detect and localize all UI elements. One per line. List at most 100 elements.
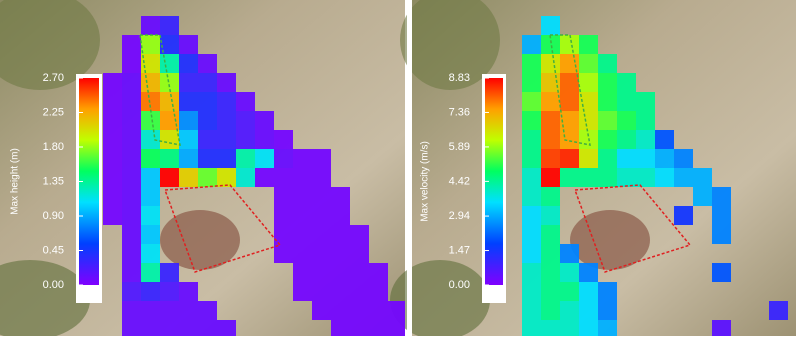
heatmap-cell xyxy=(541,225,560,244)
heatmap-cell xyxy=(312,263,331,282)
heatmap-cell xyxy=(198,301,217,320)
heatmap-cell xyxy=(198,73,217,92)
heatmap-cell xyxy=(293,187,312,206)
heatmap-cell xyxy=(388,301,407,320)
heatmap-cell xyxy=(579,35,598,54)
heatmap-cell xyxy=(598,282,617,301)
heatmap-cell xyxy=(560,73,579,92)
heatmap-cell xyxy=(617,111,636,130)
heatmap-cell xyxy=(103,111,122,130)
heatmap-cell xyxy=(579,73,598,92)
heatmap-cell xyxy=(122,92,141,111)
heatmap-cell xyxy=(579,168,598,187)
heatmap-cell xyxy=(141,168,160,187)
heatmap-cell xyxy=(141,16,160,35)
heatmap-cell xyxy=(141,187,160,206)
heatmap-cell xyxy=(598,149,617,168)
heatmap-cell xyxy=(579,282,598,301)
heatmap-cell xyxy=(179,111,198,130)
heatmap-cell xyxy=(312,187,331,206)
colorbar-tick-label: 0.45 xyxy=(43,244,64,256)
heatmap-cell xyxy=(541,282,560,301)
heatmap-cell xyxy=(617,130,636,149)
heatmap-cell xyxy=(388,320,407,336)
colorbar-title: Max velocity (m/s) xyxy=(420,141,431,222)
heatmap-cell xyxy=(560,320,579,336)
heatmap-cell xyxy=(579,301,598,320)
heatmap-cell xyxy=(522,54,541,73)
heatmap-cell xyxy=(350,320,369,336)
heatmap-cell xyxy=(560,149,579,168)
heatmap-cell xyxy=(179,73,198,92)
heatmap-cell xyxy=(198,92,217,111)
heatmap-cell xyxy=(141,225,160,244)
heatmap-cell xyxy=(636,168,655,187)
heatmap-cell xyxy=(331,244,350,263)
heatmap-cell xyxy=(541,301,560,320)
colorbar-tick-label: 0.90 xyxy=(43,210,64,222)
heatmap-cell xyxy=(274,130,293,149)
heatmap-cell xyxy=(541,187,560,206)
colorbar-tick-label: 7.36 xyxy=(449,106,470,118)
heatmap-cell xyxy=(636,149,655,168)
heatmap-cell xyxy=(293,244,312,263)
heatmap-cell xyxy=(579,263,598,282)
heatmap-cell xyxy=(103,168,122,187)
heatmap-cell xyxy=(617,168,636,187)
heatmap-cell xyxy=(217,130,236,149)
colorbar-title: Max height (m) xyxy=(10,148,21,215)
heatmap-cell xyxy=(369,282,388,301)
colorbar-tick-label: 5.89 xyxy=(449,141,470,153)
heatmap-cell xyxy=(712,320,731,336)
heatmap-cell xyxy=(198,320,217,336)
heatmap-cell xyxy=(598,130,617,149)
heatmap-cell xyxy=(560,92,579,111)
heatmap-cell xyxy=(293,225,312,244)
heatmap-cell xyxy=(560,130,579,149)
heatmap-cell xyxy=(598,73,617,92)
heatmap-cell xyxy=(141,282,160,301)
heatmap-cell xyxy=(522,149,541,168)
heatmap-cell xyxy=(198,54,217,73)
heatmap-cell xyxy=(617,73,636,92)
heatmap-cell xyxy=(122,320,141,336)
heatmap-cell xyxy=(674,149,693,168)
heatmap-cell xyxy=(541,54,560,73)
heatmap-cell xyxy=(579,54,598,73)
heatmap-cell xyxy=(122,225,141,244)
heatmap-cell xyxy=(179,130,198,149)
heatmap-cell xyxy=(522,168,541,187)
heatmap-cell xyxy=(255,111,274,130)
heatmap-cell xyxy=(560,35,579,54)
heatmap-cell xyxy=(122,168,141,187)
heatmap-cell xyxy=(522,320,541,336)
heatmap-cell xyxy=(655,168,674,187)
heatmap-cell xyxy=(560,168,579,187)
heatmap-cell xyxy=(293,282,312,301)
heatmap-cell xyxy=(312,149,331,168)
heatmap-cell xyxy=(141,130,160,149)
heatmap-cell xyxy=(674,168,693,187)
heatmap-cell xyxy=(560,301,579,320)
heatmap-cell xyxy=(160,282,179,301)
heatmap-cell xyxy=(522,92,541,111)
heatmap-cell xyxy=(236,130,255,149)
heatmap-cell xyxy=(331,263,350,282)
heatmap-cell xyxy=(636,92,655,111)
heatmap-cell xyxy=(160,320,179,336)
heatmap-cell xyxy=(103,187,122,206)
heatmap-cell xyxy=(369,301,388,320)
heatmap-cell xyxy=(103,73,122,92)
heatmap-cell xyxy=(122,35,141,54)
heatmap-cell xyxy=(122,149,141,168)
heatmap-cell xyxy=(522,187,541,206)
heatmap-cell xyxy=(712,187,731,206)
heatmap-cell xyxy=(331,320,350,336)
heatmap-cell xyxy=(350,282,369,301)
heatmap-cell xyxy=(103,149,122,168)
heatmap-cell xyxy=(274,149,293,168)
colorbar-tick-label: 8.83 xyxy=(449,72,470,84)
heatmap-cell xyxy=(522,244,541,263)
heatmap-cell xyxy=(712,225,731,244)
heatmap-cell xyxy=(141,149,160,168)
